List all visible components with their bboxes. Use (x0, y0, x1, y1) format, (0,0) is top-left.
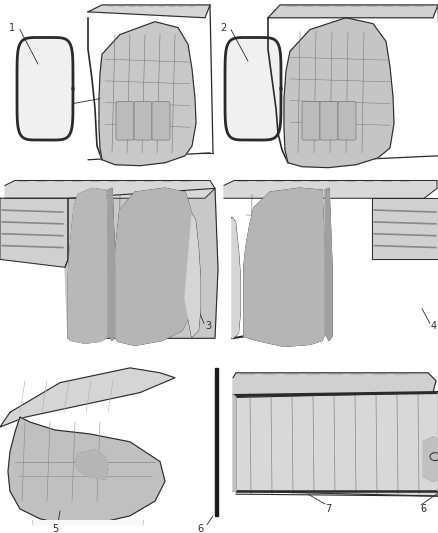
Text: 4: 4 (431, 321, 437, 332)
Polygon shape (232, 218, 240, 338)
FancyBboxPatch shape (134, 102, 152, 140)
Polygon shape (115, 188, 195, 345)
Polygon shape (17, 37, 73, 140)
Polygon shape (0, 198, 68, 267)
Polygon shape (65, 188, 218, 338)
Polygon shape (88, 5, 210, 18)
Polygon shape (236, 392, 438, 496)
FancyBboxPatch shape (116, 102, 134, 140)
FancyBboxPatch shape (338, 102, 356, 140)
Polygon shape (0, 368, 175, 427)
Text: 7: 7 (325, 504, 331, 514)
Text: 3: 3 (205, 321, 211, 332)
Polygon shape (8, 417, 165, 526)
Polygon shape (372, 198, 438, 260)
Polygon shape (325, 188, 332, 340)
Text: 6: 6 (420, 504, 426, 514)
Text: 6: 6 (197, 523, 203, 533)
Polygon shape (185, 215, 200, 336)
Polygon shape (5, 181, 215, 198)
Polygon shape (224, 181, 437, 198)
FancyBboxPatch shape (302, 102, 320, 140)
Polygon shape (225, 37, 281, 140)
Polygon shape (33, 521, 143, 533)
Polygon shape (215, 368, 218, 516)
Polygon shape (108, 188, 115, 340)
Polygon shape (99, 22, 196, 166)
Polygon shape (68, 188, 108, 343)
Text: 5: 5 (52, 523, 58, 533)
Text: 2: 2 (220, 22, 226, 33)
Text: 1: 1 (9, 22, 15, 33)
Polygon shape (75, 450, 108, 479)
FancyBboxPatch shape (152, 102, 170, 140)
Polygon shape (268, 5, 438, 18)
Polygon shape (233, 394, 236, 491)
Polygon shape (284, 18, 394, 168)
Polygon shape (233, 373, 436, 398)
Polygon shape (423, 437, 438, 481)
FancyBboxPatch shape (320, 102, 338, 140)
Polygon shape (244, 188, 325, 346)
